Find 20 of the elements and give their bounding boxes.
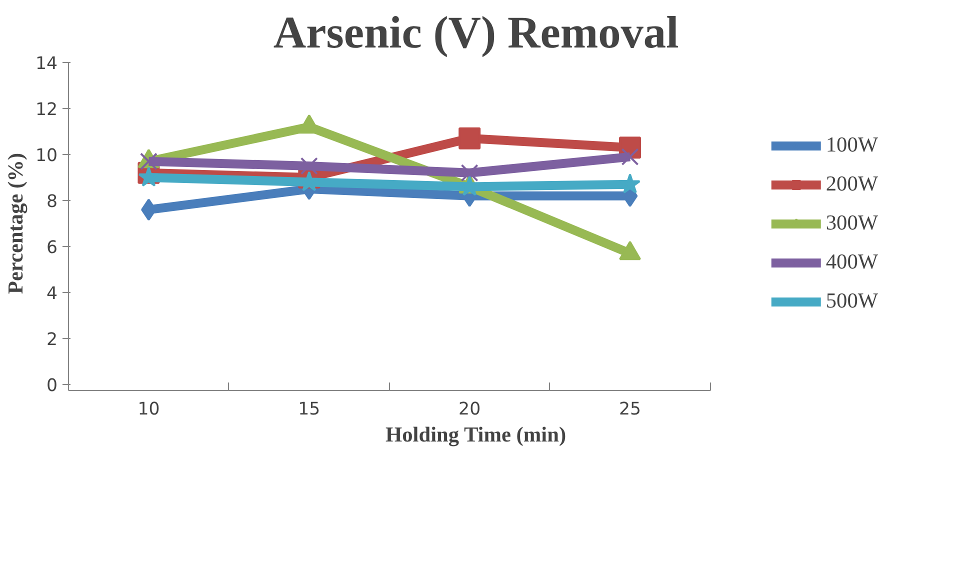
y-tick-label: 0: [46, 376, 58, 396]
y-tick-label: 12: [35, 100, 58, 120]
x-tick-label: 20: [458, 400, 481, 420]
y-tick-label: 2: [46, 330, 58, 350]
legend-label: 300W: [826, 210, 878, 236]
y-tick-label: 4: [46, 284, 58, 304]
x-tick-label: 15: [298, 400, 320, 420]
y-tick-label: 8: [46, 192, 58, 212]
y-tick-label: 14: [35, 54, 58, 74]
chart-title: Arsenic (V) Removal: [273, 8, 679, 58]
legend-label: 200W: [826, 172, 878, 196]
x-tick-label: 25: [618, 400, 642, 420]
legend-label: 400W: [826, 250, 878, 274]
x-tick-label: 10: [138, 400, 160, 420]
legend-label: 500W: [826, 288, 878, 314]
y-tick-label: 10: [35, 146, 58, 166]
y-axis-title: Percentage (%): [3, 152, 28, 294]
x-axis-title: Holding Time (min): [386, 422, 566, 446]
y-tick-label: 6: [46, 238, 58, 258]
legend-label: 100W: [826, 132, 878, 158]
